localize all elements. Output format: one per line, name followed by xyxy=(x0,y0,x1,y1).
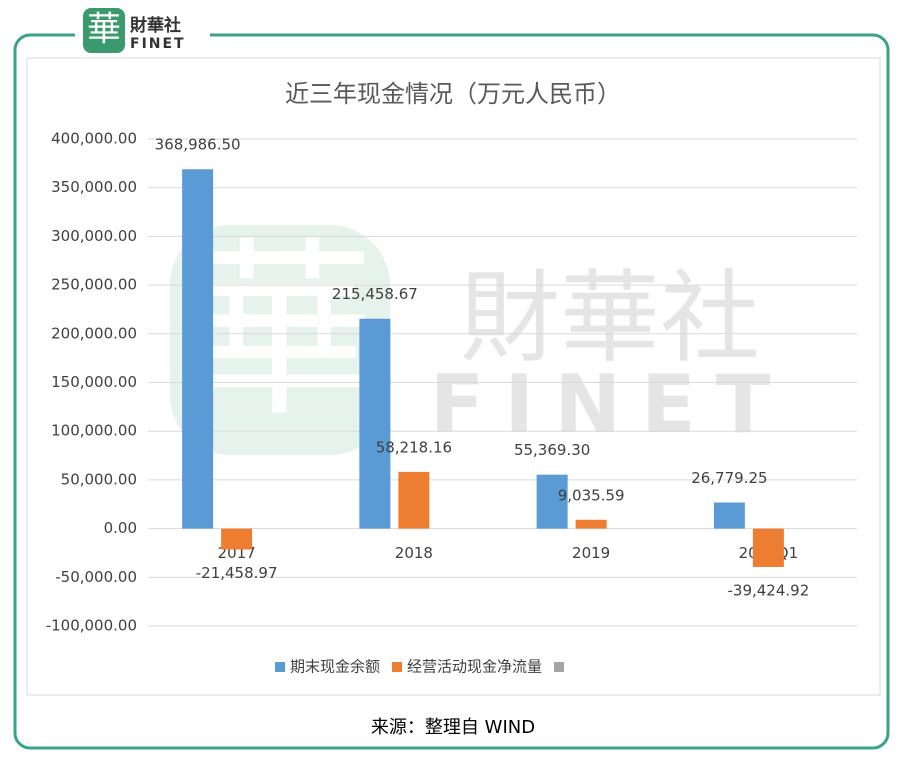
frame xyxy=(13,33,890,750)
bar xyxy=(575,519,607,529)
data-label: 368,986.50 xyxy=(155,136,241,154)
watermark-mark: 華 xyxy=(185,221,375,442)
logo-name: 財華社 xyxy=(129,15,181,36)
watermark-badge xyxy=(170,225,390,455)
data-label: 58,218.16 xyxy=(376,438,452,456)
y-tick-label: 250,000.00 xyxy=(51,276,137,294)
bar xyxy=(359,318,391,529)
logo-badge xyxy=(83,8,125,53)
y-tick-label: -100,000.00 xyxy=(46,617,137,635)
logo-en: FINET xyxy=(130,36,186,52)
watermark-name: 財華社 xyxy=(460,259,760,376)
y-tick-label: 300,000.00 xyxy=(51,227,137,245)
x-tick-label: 2019 xyxy=(572,544,610,562)
watermark-en: FINET xyxy=(430,358,791,451)
data-label: 55,369.30 xyxy=(514,441,590,459)
legend-label: 经营活动现金净流量 xyxy=(407,658,542,676)
x-tick-label: 2018 xyxy=(395,544,433,562)
y-tick-label: 150,000.00 xyxy=(51,373,137,391)
legend-swatch xyxy=(275,662,285,672)
bar xyxy=(752,528,784,567)
data-label: -39,424.92 xyxy=(727,581,809,599)
bar xyxy=(536,474,568,529)
legend-swatch xyxy=(392,662,403,672)
source: 来源：整理自 WIND xyxy=(371,717,535,738)
y-tick-label: 350,000.00 xyxy=(51,178,137,196)
data-label: 26,779.25 xyxy=(691,469,767,487)
y-tick-label: 200,000.00 xyxy=(51,324,137,342)
bar xyxy=(398,471,430,529)
bar xyxy=(221,528,253,550)
data-label: 215,458.67 xyxy=(332,285,418,303)
y-tick-label: -50,000.00 xyxy=(55,568,137,586)
y-tick-label: 0.00 xyxy=(104,519,137,537)
bar xyxy=(182,169,214,529)
chart-box xyxy=(26,57,881,696)
watermark: 華 財華社 FINET xyxy=(170,221,791,455)
bar xyxy=(713,502,745,529)
logo-mark: 華 xyxy=(87,10,121,50)
y-tick-label: 400,000.00 xyxy=(51,130,137,148)
chart-title: 近三年现金情况（万元人民币） xyxy=(285,80,621,108)
data-label: 9,035.59 xyxy=(558,486,625,504)
legend-label: 期末现金余额 xyxy=(290,658,380,676)
y-tick-label: 50,000.00 xyxy=(61,470,137,488)
y-tick-label: 100,000.00 xyxy=(51,422,137,440)
legend-swatch xyxy=(554,662,565,672)
data-label: -21,458.97 xyxy=(196,564,278,582)
